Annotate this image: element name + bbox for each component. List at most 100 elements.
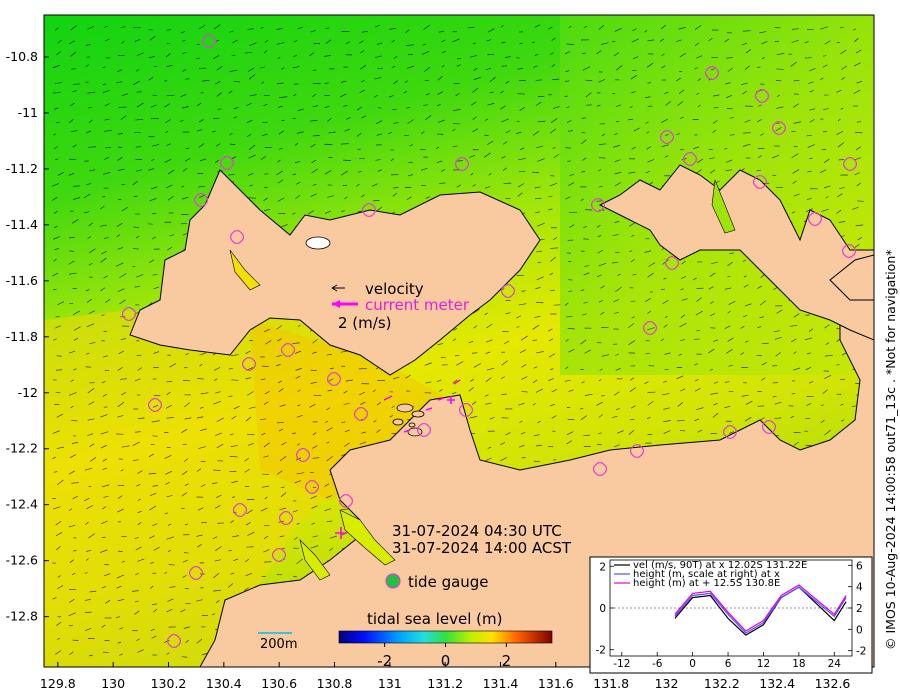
station-marker [326, 371, 342, 387]
velocity-vector [307, 210, 314, 215]
velocity-vector [566, 106, 570, 109]
velocity-vector [504, 56, 511, 58]
velocity-vector [548, 208, 553, 211]
velocity-vector [840, 403, 844, 406]
velocity-vector [598, 79, 606, 83]
cobourg-peninsula [598, 164, 874, 341]
velocity-vector [293, 55, 297, 57]
velocity-vector [582, 157, 587, 161]
velocity-vector [629, 250, 633, 252]
velocity-vector [182, 167, 188, 172]
velocity-vector [360, 64, 367, 70]
velocity-vector [663, 380, 667, 383]
velocity-vector [547, 328, 553, 332]
velocity-vector [647, 272, 654, 278]
x-tick-label: 131 [378, 676, 402, 691]
velocity-vector [741, 42, 748, 46]
velocity-vector [358, 170, 362, 173]
velocity-vector [549, 182, 558, 187]
velocity-vector [712, 120, 718, 124]
velocity-vector [360, 50, 365, 54]
velocity-vector [121, 445, 130, 448]
velocity-vector [277, 470, 283, 475]
velocity-vector [583, 272, 590, 276]
velocity-vector [535, 101, 542, 106]
velocity-vector [612, 40, 616, 43]
velocity-vector [501, 155, 506, 159]
velocity-vector [375, 24, 380, 28]
velocity-vector [487, 446, 492, 449]
velocity-vector [294, 480, 301, 484]
station-marker [229, 229, 245, 245]
velocity-vector [596, 225, 601, 228]
velocity-vector [87, 91, 96, 94]
velocity-vector [184, 523, 188, 526]
velocity-vector [505, 130, 511, 134]
velocity-vector [724, 325, 731, 330]
velocity-vector [761, 362, 767, 366]
velocity-vector [136, 102, 144, 108]
velocity-vector [580, 339, 587, 345]
velocity-vector [727, 276, 731, 278]
y-tick-label: -11.6 [6, 273, 38, 288]
melville-west-arm [829, 254, 874, 301]
velocity-vector [693, 146, 700, 150]
velocity-vector [68, 612, 76, 617]
velocity-vector [295, 367, 302, 371]
velocity-vector [247, 367, 254, 371]
velocity-vector [229, 433, 234, 436]
velocity-vector [550, 256, 556, 262]
velocity-vector [856, 80, 863, 84]
velocity-vector [54, 81, 63, 85]
velocity-vector [229, 132, 233, 136]
velocity-vector [100, 224, 107, 227]
velocity-vector [469, 154, 476, 158]
velocity-vector [741, 168, 745, 171]
velocity-vector [71, 442, 79, 444]
velocity-vector [183, 559, 188, 563]
velocity-vector [373, 199, 380, 202]
velocity-vector [57, 301, 65, 306]
legend-scale-label: 2 (m/s) [338, 314, 392, 332]
velocity-vector [454, 354, 460, 357]
velocity-vector [456, 64, 462, 67]
velocity-vector [661, 65, 666, 69]
velocity-vector [664, 91, 669, 95]
velocity-vector [150, 104, 157, 108]
velocity-vector [521, 364, 527, 368]
velocity-vector [663, 277, 667, 280]
velocity-vector [436, 103, 441, 107]
velocity-vector [166, 94, 175, 97]
velocity-vector [248, 144, 256, 151]
velocity-vector [809, 119, 815, 123]
station-marker [761, 419, 777, 435]
velocity-vector [376, 133, 382, 136]
velocity-vector [855, 131, 863, 134]
velocity-vector [52, 64, 60, 69]
velocity-vector [485, 351, 491, 354]
velocity-vector [857, 236, 863, 241]
velocity-vector [232, 535, 239, 538]
velocity-vector [537, 120, 546, 123]
velocity-vector [229, 30, 234, 33]
velocity-vector [84, 599, 91, 601]
velocity-vector [56, 446, 64, 449]
velocity-vector [297, 108, 304, 111]
velocity-vector [117, 133, 123, 135]
velocity-vector [71, 90, 77, 93]
velocity-vector [73, 368, 77, 371]
velocity-vector [279, 507, 287, 511]
velocity-vector [276, 170, 283, 176]
velocity-vector [55, 369, 63, 371]
velocity-vector [771, 154, 780, 159]
velocity-vector [246, 102, 252, 107]
current-meter-markers [383, 379, 461, 433]
velocity-vector [852, 206, 859, 210]
velocity-vector [820, 419, 825, 424]
velocity-vector [772, 365, 778, 367]
velocity-vector [805, 367, 812, 370]
velocity-vector [278, 147, 283, 150]
velocity-vector [69, 272, 77, 275]
velocity-vector [297, 404, 301, 407]
velocity-vector [152, 236, 157, 240]
